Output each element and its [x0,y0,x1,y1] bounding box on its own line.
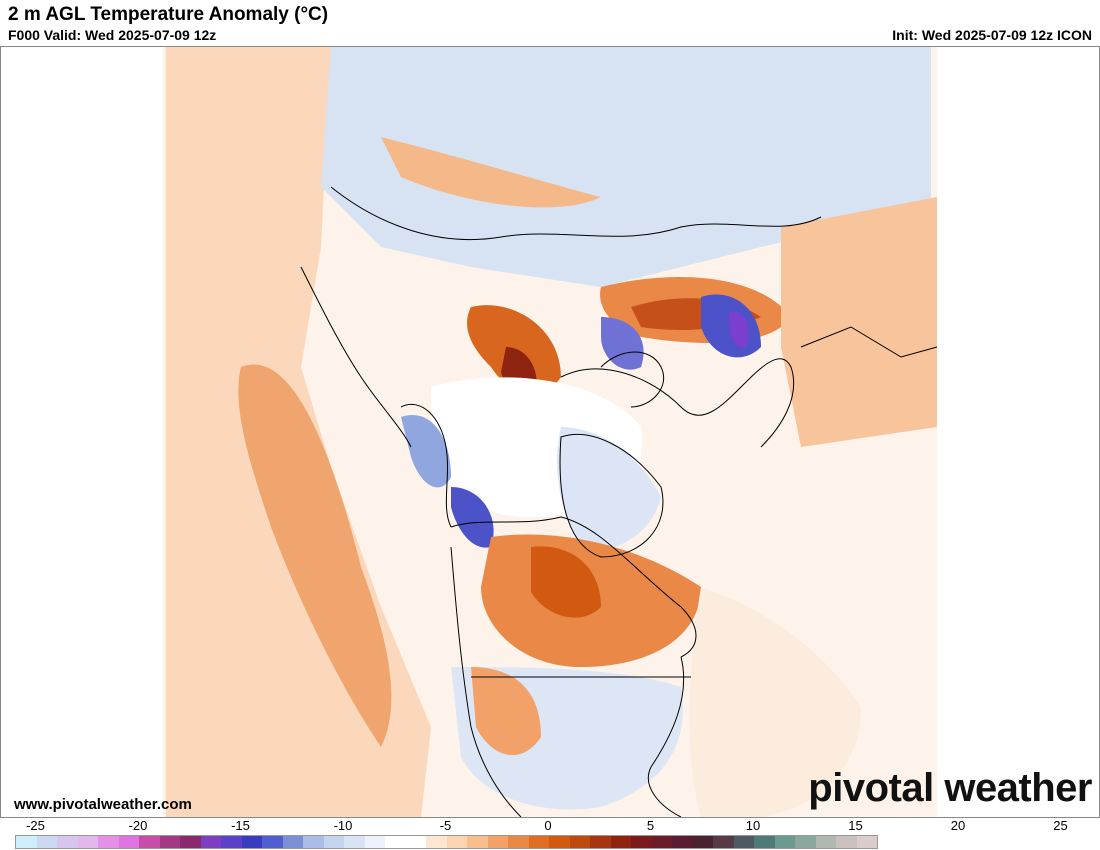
page-title: 2 m AGL Temperature Anomaly (°C) [8,4,329,25]
colorbar-cell [569,836,590,848]
brand-logo: pivotal weather [808,766,1092,811]
valid-time: F000 Valid: Wed 2025-07-09 12z [8,27,217,43]
colorbar-cell [180,836,201,848]
init-time: Init: Wed 2025-07-09 12z ICON [892,27,1092,43]
anomaly-fields [166,47,937,817]
pacific-warm-core [238,364,392,747]
africa-mideast-border [800,326,938,358]
colorbar-cell [139,836,160,848]
brand-logo-part-2: tal weather [888,766,1093,810]
colorbar-cell [36,836,57,848]
colorbar-tick-label: -5 [439,818,452,833]
colorbar-cell [221,836,242,848]
header: 2 m AGL Temperature Anomaly (°C) F000 Va… [0,0,1100,46]
colorbar [15,835,878,849]
colorbar-cell [303,836,324,848]
anomaly-map[interactable] [1,47,1099,817]
arctic-canada-coast [450,516,697,658]
colorbar-cell [16,836,37,848]
colorbar-cell [856,836,877,848]
colorbar-cell [200,836,221,848]
colorbar-cell [405,836,426,848]
siberia-cool [321,47,931,287]
colorbar-cell [815,836,836,848]
colorbar-tick-label: 10 [745,818,761,833]
colorbar-cell [118,836,139,848]
colorbar-cell [262,836,283,848]
colorbar-cell [836,836,857,848]
site-url[interactable]: www.pivotalweather.com [14,796,192,813]
alaska-cool [401,415,451,488]
colorbar-cell [651,836,672,848]
colorbar-tick-label: 0 [544,818,552,833]
colorbar-tick-label: 5 [646,818,655,833]
europe-coast [560,358,795,448]
greenland-cool [557,427,661,550]
colorbar-cell [795,836,816,848]
atlantic-warm [689,587,861,817]
colorbar-cell [508,836,529,848]
colorbar-cell [385,836,406,848]
brand-logo-dot: o [864,766,889,810]
europe-cold-core [728,311,749,348]
colorbar-cell [610,836,631,848]
us-east-coast [647,656,685,817]
colorbar-cell [774,836,795,848]
yukon-cold [451,487,494,548]
mideast-warm [781,197,937,447]
colorbar-cell [282,836,303,848]
colorbar-cell [733,836,754,848]
colorbar-tick-label: 20 [950,818,966,833]
colorbar-cell [713,836,734,848]
colorbar-cell [241,836,262,848]
map-panel[interactable] [0,46,1100,818]
colorbar-tick-label: -10 [333,818,353,833]
colorbar-cell [159,836,180,848]
colorbar-cell [467,836,488,848]
colorbar-tick-label: -25 [26,818,45,833]
colorbar-cell [344,836,365,848]
colorbar-cell [528,836,549,848]
asia-coast-east [300,266,412,448]
colorbar-tick-label: 15 [848,818,863,833]
scandinavia-cool [601,317,644,370]
north-america-west-coast [450,546,522,817]
colorbar-cell [77,836,98,848]
colorbar-cell [549,836,570,848]
greenland-coast [559,433,664,558]
colorbar-cell [754,836,775,848]
colorbar-cell [323,836,344,848]
colorbar-cell [692,836,713,848]
russia-warm-band [381,137,601,208]
colorbar-cell [590,836,611,848]
canada-warm-core [531,546,601,618]
colorbar-cell [364,836,385,848]
colorbar-cell [631,836,652,848]
colorbar-labels: -25 -20 -15 -10 -5 0 5 10 15 20 25 [0,818,1100,834]
colorbar-cell [57,836,78,848]
colorbar-cell [426,836,447,848]
colorbar-cell [487,836,508,848]
colorbar-cell [98,836,119,848]
siberia-north-coast [330,186,822,240]
brand-logo-part-1: piv [808,766,865,810]
colorbar-cell [446,836,467,848]
colorbar-tick-label: -20 [128,818,148,833]
coastlines [300,186,938,817]
scandinavia-coast [600,351,665,408]
colorbar-tick-label: 25 [1053,818,1068,833]
colorbar-tick-label: -15 [231,818,250,833]
colorbar-cell [672,836,693,848]
alaska-coast [400,403,452,528]
us-west-warm [471,667,541,756]
